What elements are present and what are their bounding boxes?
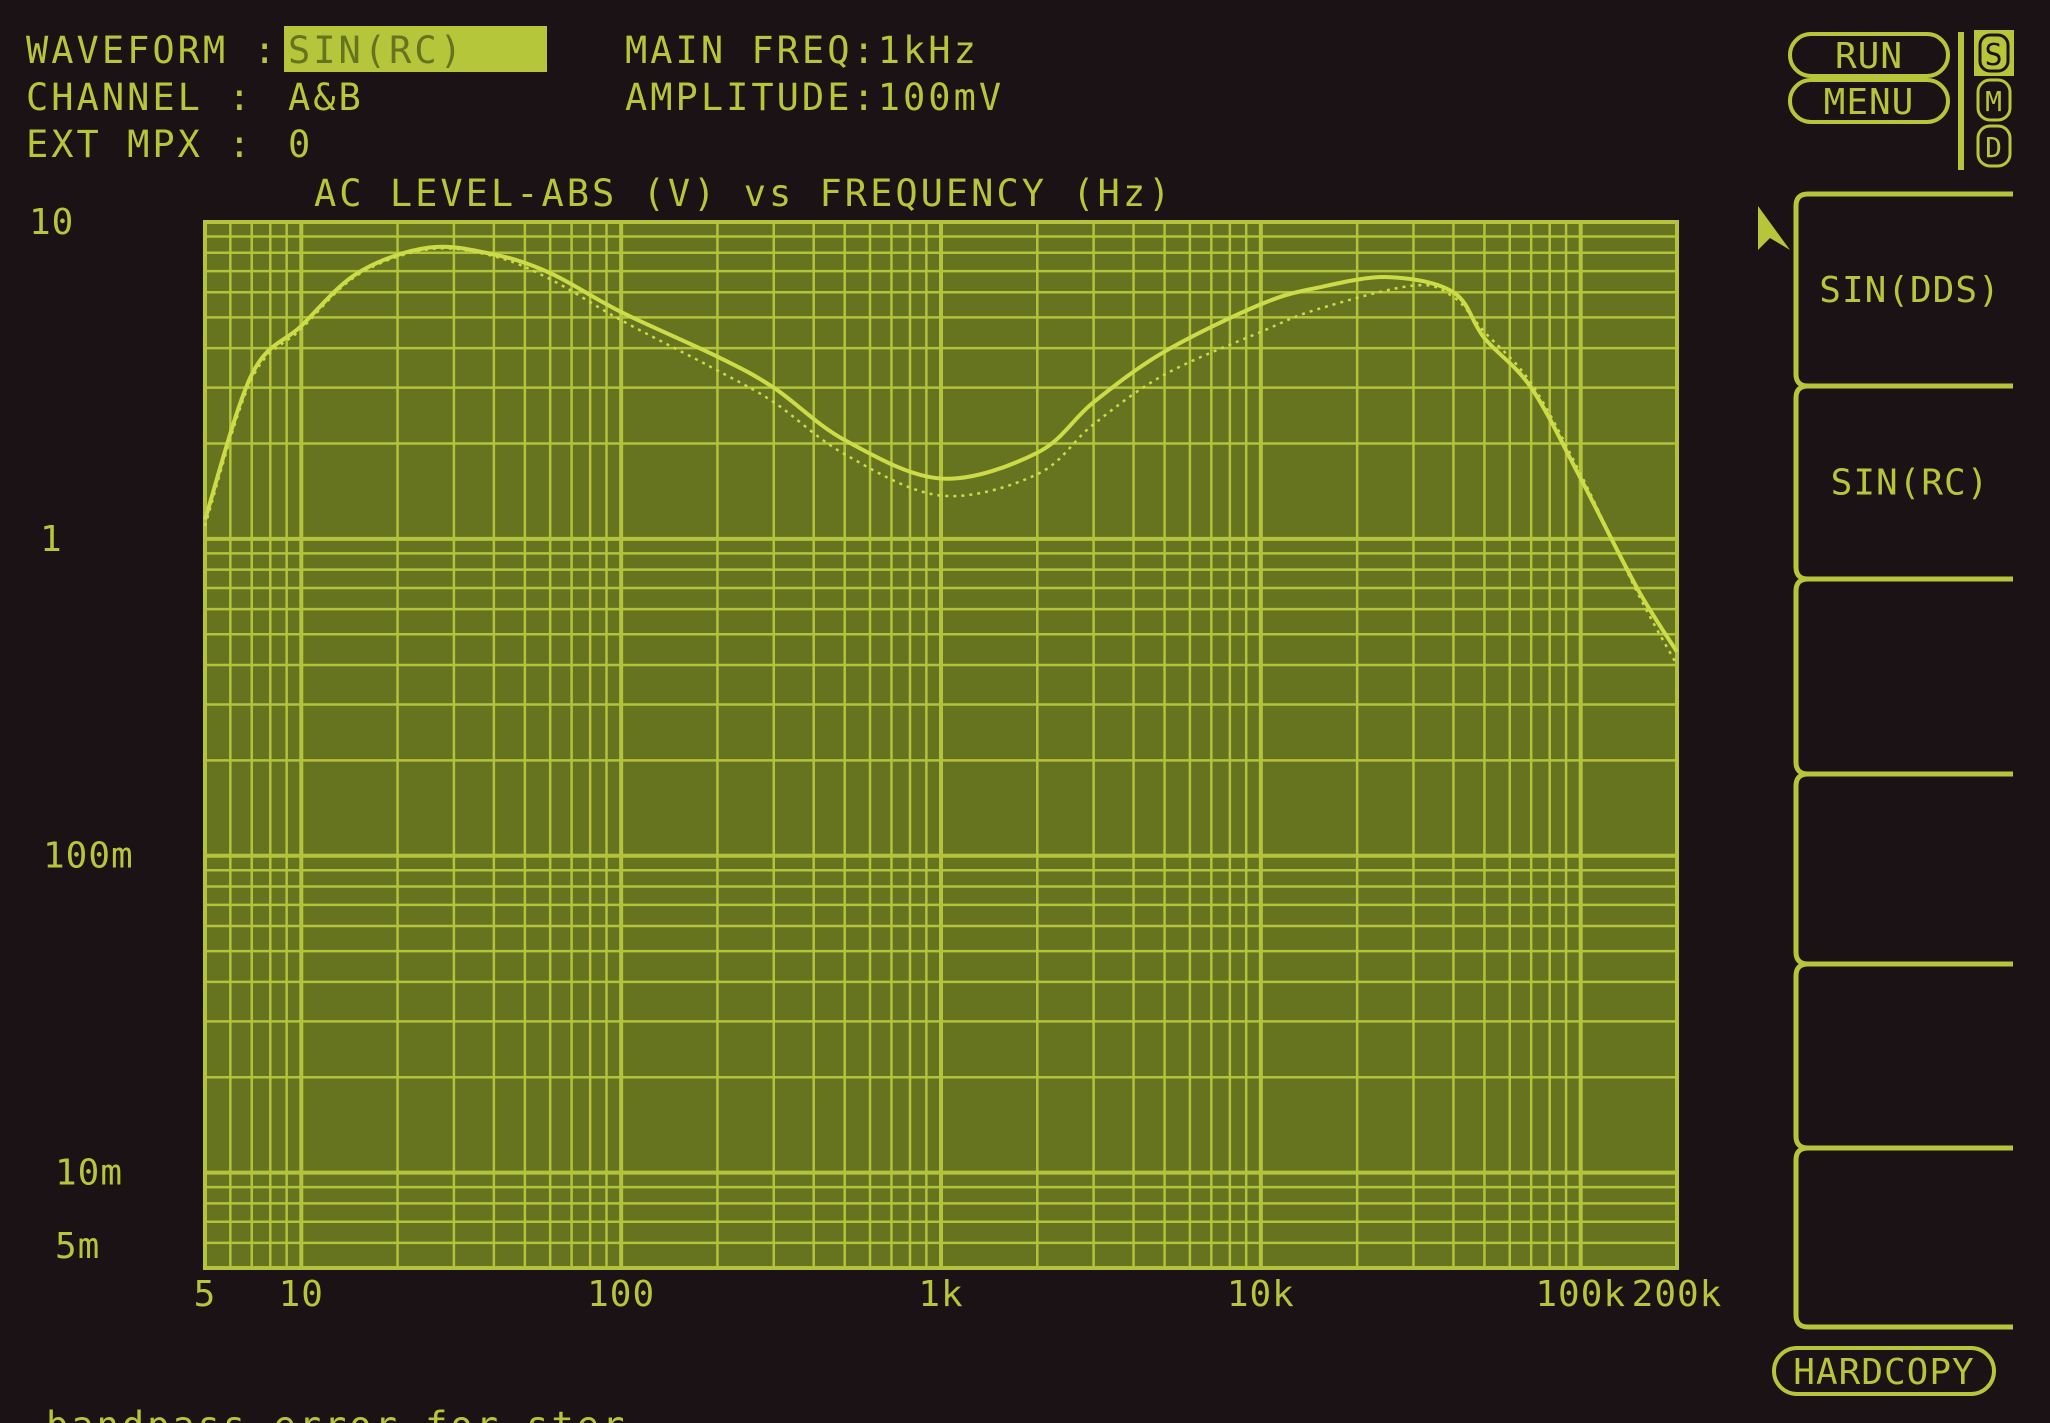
y-tick-label: 1 — [40, 519, 63, 560]
grid — [205, 222, 1677, 1268]
footer-text: bandpass error for ster — [46, 1404, 627, 1423]
softkey-label: SIN(RC) — [1831, 463, 1990, 504]
x-tick-label: 200k — [1632, 1274, 1723, 1315]
mode-d-label: D — [1985, 131, 2003, 164]
menu-label: MENU — [1824, 82, 1915, 123]
waveform-value-highlight[interactable] — [284, 26, 547, 72]
cursor-arrow-icon — [1758, 206, 1790, 250]
softkey-label: SIN(DDS) — [1819, 270, 2000, 311]
softkey-2[interactable]: SIN(RC) — [1793, 383, 2013, 582]
softkey-6[interactable] — [1793, 1145, 2013, 1330]
mode-s-label: S — [1984, 38, 2003, 73]
x-tick-labels: 5 10 100 1k 10k 100k 200k — [194, 1274, 1723, 1315]
channel-value[interactable]: A&B — [288, 76, 364, 119]
softkey-4[interactable] — [1793, 771, 2013, 967]
plot-border — [203, 220, 1679, 1270]
hardcopy-label: HARDCOPY — [1793, 1352, 1974, 1393]
x-tick-label: 10k — [1227, 1274, 1295, 1315]
mode-s-button[interactable]: S — [1974, 30, 2014, 76]
chart-title: AC LEVEL-ABS (V) vs FREQUENCY (Hz) — [314, 172, 1173, 215]
curves — [203, 244, 1679, 666]
run-button[interactable]: RUN — [1788, 32, 1950, 78]
y-tick-label: 10 — [29, 202, 74, 243]
ext-mpx-value[interactable]: 0 — [288, 123, 313, 166]
x-tick-label: 5 — [194, 1274, 217, 1315]
hardcopy-button[interactable]: HARDCOPY — [1772, 1346, 1996, 1396]
mode-d-button[interactable]: D — [1976, 124, 2012, 168]
x-tick-label: 100k — [1535, 1274, 1626, 1315]
run-label: RUN — [1835, 36, 1903, 77]
softkey-3[interactable] — [1793, 576, 2013, 777]
mode-m-label: M — [1985, 85, 2003, 118]
y-tick-label: 5m — [55, 1226, 100, 1267]
main-freq: MAIN FREQ:1kHz — [625, 29, 979, 72]
softkey-5[interactable] — [1793, 961, 2013, 1151]
x-tick-label: 1k — [918, 1274, 963, 1315]
x-tick-label: 10 — [279, 1274, 324, 1315]
y-tick-label: 100m — [43, 836, 134, 877]
channel-label: CHANNEL : — [26, 76, 253, 119]
y-tick-label: 10m — [55, 1153, 123, 1194]
menu-button[interactable]: MENU — [1788, 78, 1950, 124]
ext-mpx-label: EXT MPX : — [26, 123, 253, 166]
softkey-panel: SIN(DDS) SIN(RC) — [1793, 191, 2013, 1330]
waveform-label: WAVEFORM : — [26, 29, 279, 72]
waveform-value[interactable]: SIN(RC) — [288, 29, 465, 72]
y-tick-labels: 10 1 100m 10m 5m — [29, 202, 134, 1267]
series-line-1 — [203, 244, 1679, 653]
mode-m-button[interactable]: M — [1976, 78, 2012, 122]
x-tick-label: 100 — [587, 1274, 655, 1315]
softkey-1[interactable]: SIN(DDS) — [1793, 191, 2013, 389]
amplitude: AMPLITUDE:100mV — [625, 76, 1004, 119]
